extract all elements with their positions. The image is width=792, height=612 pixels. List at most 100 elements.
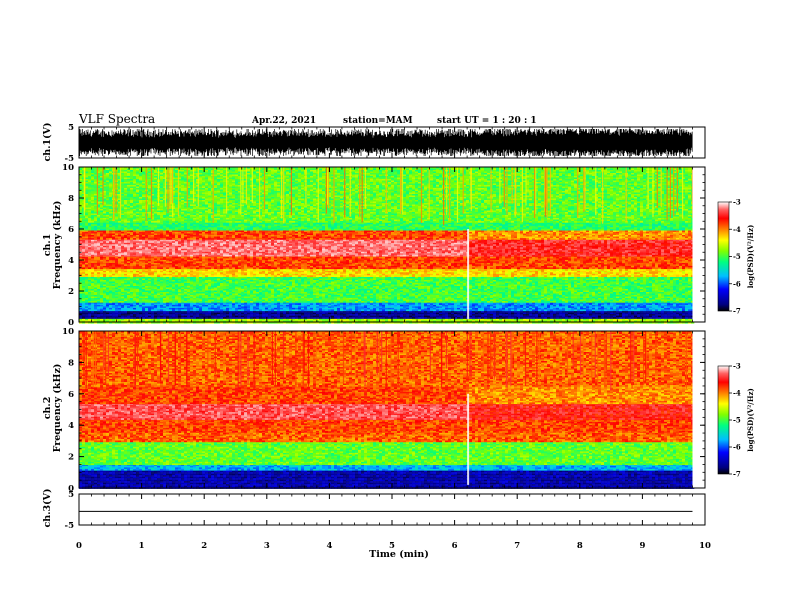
ch1-spectrogram-cell [199, 278, 203, 281]
ch1-spectrogram-cell [412, 280, 416, 282]
ch1-spectrogram-cell [388, 283, 392, 285]
ch1-spectrogram-cell [646, 306, 650, 309]
ch1-spectrogram-cell [217, 321, 221, 324]
ch1-spectrogram-cell [568, 318, 572, 321]
ch1-spectrogram-cell [244, 280, 248, 282]
ch1-spectrogram-cell [610, 301, 614, 304]
ch1-spectrogram-cell [310, 318, 314, 321]
ch1-spectrogram-cell [625, 321, 629, 324]
ch1-spectrogram-cell [169, 280, 173, 282]
ch1-spectrogram-cell [586, 311, 590, 313]
ch1-spectrogram-cell [619, 281, 623, 284]
ch1-spectrogram-cell [547, 312, 551, 315]
ch1-spectrogram-cell [163, 278, 167, 281]
ch1-spectrogram-cell [289, 311, 293, 313]
ch1-spectrogram-cell [673, 280, 677, 282]
ch1-spectrogram-cell [355, 304, 359, 307]
ch1-spectrogram-cell [520, 306, 524, 309]
ch1-spectrogram-cell [499, 306, 503, 309]
ch1-spectrogram-cell [397, 283, 401, 285]
ch1-spectrogram-cell [181, 301, 185, 304]
ch1-spectrogram-cell [244, 304, 248, 307]
ch1-spectrogram-cell [103, 286, 107, 288]
ch1-spectrogram-cell [151, 312, 155, 315]
ch1-spectrogram-cell [571, 315, 575, 318]
ch1-spectrogram-cell [688, 309, 692, 312]
ch1-spectrogram-cell [661, 284, 665, 287]
ch1-spectrogram-cell [331, 311, 335, 313]
ch1-spectrogram-cell [529, 311, 533, 313]
ch1-spectrogram-cell [469, 281, 473, 284]
ch1-spectrogram-cell [649, 280, 653, 282]
ch1-spectrogram-cell [130, 280, 134, 282]
ch1-spectrogram-cell [622, 304, 626, 307]
ch1-spectrogram-cell [208, 320, 212, 323]
ch1-spectrogram-cell [175, 312, 179, 315]
ch1-spectrogram-cell [211, 280, 215, 282]
ch1-spectrogram-cell [286, 317, 290, 319]
ch1-spectrogram-cell [409, 315, 413, 318]
ch1-spectrogram-cell [217, 312, 221, 315]
ch1-spectrogram-cell [265, 303, 269, 306]
ch1-spectrogram-cell [658, 318, 662, 321]
ch1-spectrogram-cell [145, 306, 149, 309]
ch1-spectrogram-cell [130, 281, 134, 284]
ch1-spectrogram-cell [658, 277, 662, 279]
ch1-spectrogram-cell [616, 309, 620, 312]
ch1-spectrogram-cell [97, 278, 101, 281]
ch1-spectrogram-cell [490, 304, 494, 307]
ch1-spectrogram-cell [160, 306, 164, 309]
ch1-spectrogram-cell [430, 278, 434, 281]
ch1-spectrogram-cell [541, 301, 545, 304]
ch1-spectrogram-cell [496, 320, 500, 323]
ch1-spectrogram-cell [172, 283, 176, 285]
ch1-spectrogram-cell [127, 314, 131, 316]
ch1-spectrogram-cell [382, 315, 386, 318]
ch1-spectrogram-cell [496, 314, 500, 316]
ch1-spectrogram-cell [325, 312, 329, 315]
ch1-spectrogram-cell [601, 321, 605, 324]
ch1-spectrogram-cell [460, 315, 464, 318]
ch1-spectrogram-cell [571, 284, 575, 287]
ch1-spectrogram-cell [178, 280, 182, 282]
ch1-spectrogram-cell [250, 312, 254, 315]
ch1-spectrogram-cell [667, 304, 671, 307]
ch1-spectrogram-cell [271, 278, 275, 281]
ch1-spectrogram-cell [526, 286, 530, 288]
ch1-spectrogram-cell [496, 283, 500, 285]
ch1-spectrogram-cell [334, 303, 338, 306]
ch1-spectrogram-cell [346, 277, 350, 279]
ch1-spectrogram-cell [607, 283, 611, 285]
ch1-spectrogram-cell [655, 283, 659, 285]
ch1-spectrogram-cell [373, 312, 377, 315]
ch1-spectrogram-cell [568, 311, 572, 313]
ch1-spectrogram-cell [160, 309, 164, 312]
ch1-spectrogram-cell [115, 317, 119, 319]
ch1-spectrogram-cell [379, 278, 383, 281]
ch1-spectrogram-cell [298, 284, 302, 287]
ch1-spectrogram-cell [391, 303, 395, 306]
ch1-spectrogram-cell [187, 304, 191, 307]
ch1-spectrogram-cell [430, 306, 434, 309]
ch1-spectrogram-cell [109, 318, 113, 321]
ch1-spectrogram-cell [172, 277, 176, 279]
ch1-spectrogram-cell [208, 317, 212, 319]
ch1-spectrogram-cell [559, 286, 563, 288]
ch1-spectrogram-cell [172, 309, 176, 312]
ch1-spectrogram-cell [166, 306, 170, 309]
ch1-spectrogram-cell [592, 320, 596, 323]
ch1-spectrogram-cell [196, 281, 200, 284]
ch1-spectrogram-cell [538, 314, 542, 316]
ch1-spectrogram-cell [277, 301, 281, 304]
ch1-spectrogram-cell [364, 312, 368, 315]
ch1-spectrogram-cell [610, 283, 614, 285]
ch1-spectrogram-cell [286, 281, 290, 284]
ch1-spectrogram-cell [199, 303, 203, 306]
ch1-spectrogram-cell [478, 317, 482, 319]
ch1-spectrogram-cell [679, 312, 683, 315]
ch1-spectrogram-cell [79, 312, 83, 315]
ch1-spectrogram-cell [565, 301, 569, 304]
ch1-spectrogram-cell [163, 306, 167, 309]
ch1-spectrogram-cell [541, 307, 545, 310]
ch1-spectrogram-cell [226, 314, 230, 316]
